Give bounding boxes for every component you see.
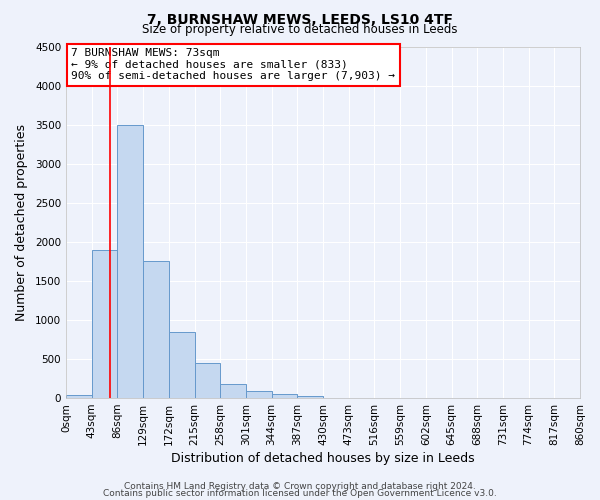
Text: Contains HM Land Registry data © Crown copyright and database right 2024.: Contains HM Land Registry data © Crown c…	[124, 482, 476, 491]
Bar	[92, 250, 118, 398]
Text: 7 BURNSHAW MEWS: 73sqm
← 9% of detached houses are smaller (833)
90% of semi-det: 7 BURNSHAW MEWS: 73sqm ← 9% of detached …	[71, 48, 395, 82]
Bar	[272, 394, 298, 398]
Text: Size of property relative to detached houses in Leeds: Size of property relative to detached ho…	[142, 22, 458, 36]
Bar	[246, 391, 272, 398]
X-axis label: Distribution of detached houses by size in Leeds: Distribution of detached houses by size …	[171, 452, 475, 465]
Bar	[194, 363, 220, 398]
Y-axis label: Number of detached properties: Number of detached properties	[15, 124, 28, 321]
Bar	[220, 384, 246, 398]
Bar	[143, 262, 169, 398]
Bar	[118, 124, 143, 398]
Bar	[169, 332, 194, 398]
Text: 7, BURNSHAW MEWS, LEEDS, LS10 4TF: 7, BURNSHAW MEWS, LEEDS, LS10 4TF	[147, 12, 453, 26]
Text: Contains public sector information licensed under the Open Government Licence v3: Contains public sector information licen…	[103, 489, 497, 498]
Bar	[298, 396, 323, 398]
Bar	[66, 395, 92, 398]
